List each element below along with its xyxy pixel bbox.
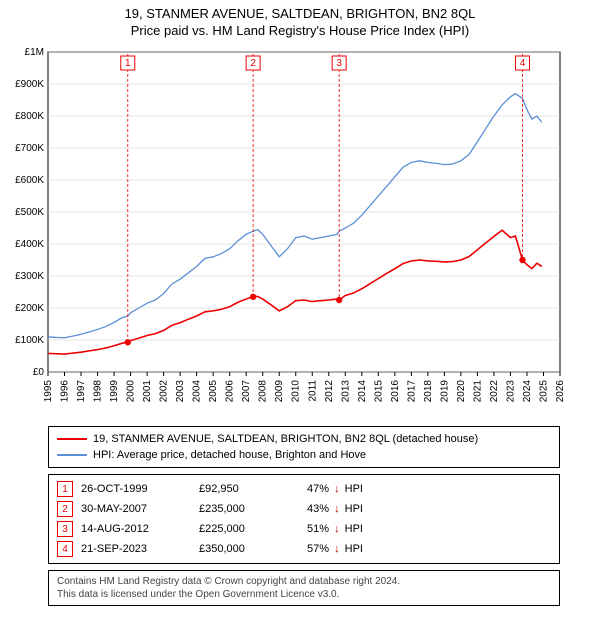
svg-text:2020: 2020 — [456, 380, 467, 403]
transaction-marker: 1 — [57, 481, 73, 497]
chart: £0 £100K £200K £300K £400K £500K £600K £700K £80… — [0, 42, 600, 422]
down-arrow-icon: ↓ — [334, 483, 340, 495]
svg-text:£600K: £600K — [15, 175, 44, 186]
transaction-pct: 47% ↓ HPI — [307, 483, 447, 495]
transaction-price: £235,000 — [199, 503, 299, 515]
svg-text:2019: 2019 — [439, 380, 450, 403]
svg-text:£700K: £700K — [15, 143, 44, 154]
svg-text:1996: 1996 — [60, 380, 71, 403]
svg-text:2018: 2018 — [423, 380, 434, 403]
legend-label-hpi: HPI: Average price, detached house, Brig… — [93, 449, 366, 461]
transaction-price: £92,950 — [199, 483, 299, 495]
transactions-table: 1 26-OCT-1999 £92,950 47% ↓ HPI 2 30-MAY… — [48, 474, 560, 564]
svg-text:2002: 2002 — [159, 380, 170, 403]
legend-label-paid: 19, STANMER AVENUE, SALTDEAN, BRIGHTON, … — [93, 433, 478, 445]
footnote: Contains HM Land Registry data © Crown c… — [48, 570, 560, 606]
legend-swatch-hpi — [57, 454, 87, 456]
svg-text:2004: 2004 — [192, 380, 203, 403]
transaction-marker: 3 — [57, 521, 73, 537]
svg-text:1999: 1999 — [109, 380, 120, 403]
svg-text:2011: 2011 — [307, 380, 318, 402]
transaction-date: 26-OCT-1999 — [81, 483, 191, 495]
svg-text:2010: 2010 — [291, 380, 302, 403]
transaction-row: 3 14-AUG-2012 £225,000 51% ↓ HPI — [57, 519, 551, 539]
svg-text:£200K: £200K — [15, 303, 44, 314]
transaction-date: 14-AUG-2012 — [81, 523, 191, 535]
down-arrow-icon: ↓ — [334, 543, 340, 555]
svg-text:2017: 2017 — [406, 380, 417, 403]
legend-row-hpi: HPI: Average price, detached house, Brig… — [57, 447, 551, 463]
svg-text:2006: 2006 — [225, 380, 236, 403]
svg-text:£800K: £800K — [15, 111, 44, 122]
transaction-pct: 51% ↓ HPI — [307, 523, 447, 535]
transaction-row: 4 21-SEP-2023 £350,000 57% ↓ HPI — [57, 539, 551, 559]
svg-text:2007: 2007 — [241, 380, 252, 403]
svg-text:3: 3 — [336, 58, 342, 69]
svg-text:£400K: £400K — [15, 239, 44, 250]
transaction-marker: 2 — [57, 501, 73, 517]
down-arrow-icon: ↓ — [334, 523, 340, 535]
transaction-price: £225,000 — [199, 523, 299, 535]
transaction-row: 1 26-OCT-1999 £92,950 47% ↓ HPI — [57, 479, 551, 499]
svg-text:4: 4 — [520, 58, 526, 69]
legend: 19, STANMER AVENUE, SALTDEAN, BRIGHTON, … — [48, 426, 560, 468]
legend-row-paid: 19, STANMER AVENUE, SALTDEAN, BRIGHTON, … — [57, 431, 551, 447]
svg-text:£500K: £500K — [15, 207, 44, 218]
svg-text:2024: 2024 — [522, 380, 533, 403]
legend-swatch-paid — [57, 438, 87, 440]
title-address: 19, STANMER AVENUE, SALTDEAN, BRIGHTON, … — [10, 6, 590, 21]
svg-text:2023: 2023 — [505, 380, 516, 403]
svg-text:2026: 2026 — [555, 380, 566, 403]
svg-text:2014: 2014 — [357, 380, 368, 403]
down-arrow-icon: ↓ — [334, 503, 340, 515]
svg-text:2022: 2022 — [489, 380, 500, 403]
svg-text:£0: £0 — [33, 367, 45, 378]
svg-text:2000: 2000 — [126, 380, 137, 403]
svg-text:2009: 2009 — [274, 380, 285, 403]
page: 19, STANMER AVENUE, SALTDEAN, BRIGHTON, … — [0, 0, 600, 606]
transaction-date: 30-MAY-2007 — [81, 503, 191, 515]
svg-text:£300K: £300K — [15, 271, 44, 282]
transaction-pct: 57% ↓ HPI — [307, 543, 447, 555]
svg-text:2012: 2012 — [324, 380, 335, 403]
transaction-date: 21-SEP-2023 — [81, 543, 191, 555]
svg-text:£100K: £100K — [15, 335, 44, 346]
chart-svg: £0 £100K £200K £300K £400K £500K £600K £700K £80… — [0, 42, 580, 422]
svg-text:£1M: £1M — [25, 47, 44, 58]
title-block: 19, STANMER AVENUE, SALTDEAN, BRIGHTON, … — [0, 0, 600, 42]
svg-text:1: 1 — [125, 58, 131, 69]
svg-text:2003: 2003 — [175, 380, 186, 403]
svg-text:1997: 1997 — [76, 380, 87, 403]
svg-text:2001: 2001 — [142, 380, 153, 403]
transaction-row: 2 30-MAY-2007 £235,000 43% ↓ HPI — [57, 499, 551, 519]
svg-text:2015: 2015 — [373, 380, 384, 403]
title-subtitle: Price paid vs. HM Land Registry's House … — [10, 23, 590, 38]
transaction-price: £350,000 — [199, 543, 299, 555]
svg-text:2005: 2005 — [208, 380, 219, 403]
svg-text:1995: 1995 — [43, 380, 54, 403]
svg-text:2: 2 — [250, 58, 256, 69]
footnote-line2: This data is licensed under the Open Gov… — [57, 588, 551, 601]
footnote-line1: Contains HM Land Registry data © Crown c… — [57, 575, 551, 588]
transaction-pct: 43% ↓ HPI — [307, 503, 447, 515]
svg-text:£900K: £900K — [15, 79, 44, 90]
svg-text:2008: 2008 — [258, 380, 269, 403]
svg-text:2021: 2021 — [472, 380, 483, 403]
svg-text:2013: 2013 — [340, 380, 351, 403]
svg-text:2016: 2016 — [390, 380, 401, 403]
svg-text:1998: 1998 — [93, 380, 104, 403]
svg-text:2025: 2025 — [538, 380, 549, 403]
transaction-marker: 4 — [57, 541, 73, 557]
